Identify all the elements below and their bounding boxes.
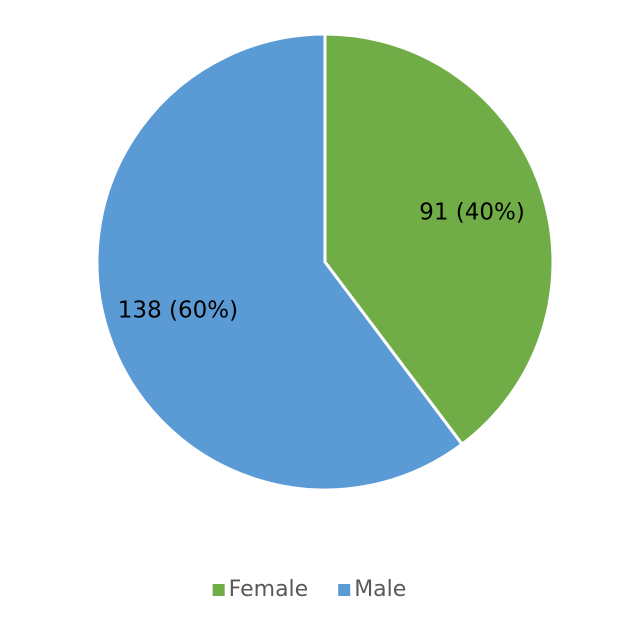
data-label: 91 (40%) bbox=[419, 199, 525, 225]
legend-label: Male bbox=[354, 577, 406, 602]
legend-swatch bbox=[338, 584, 351, 596]
legend-swatch bbox=[212, 584, 225, 596]
pie-slice bbox=[323, 32, 555, 447]
pie-slice bbox=[95, 32, 465, 492]
data-label: 138 (60%) bbox=[118, 298, 238, 324]
legend-label: Female bbox=[229, 577, 309, 602]
